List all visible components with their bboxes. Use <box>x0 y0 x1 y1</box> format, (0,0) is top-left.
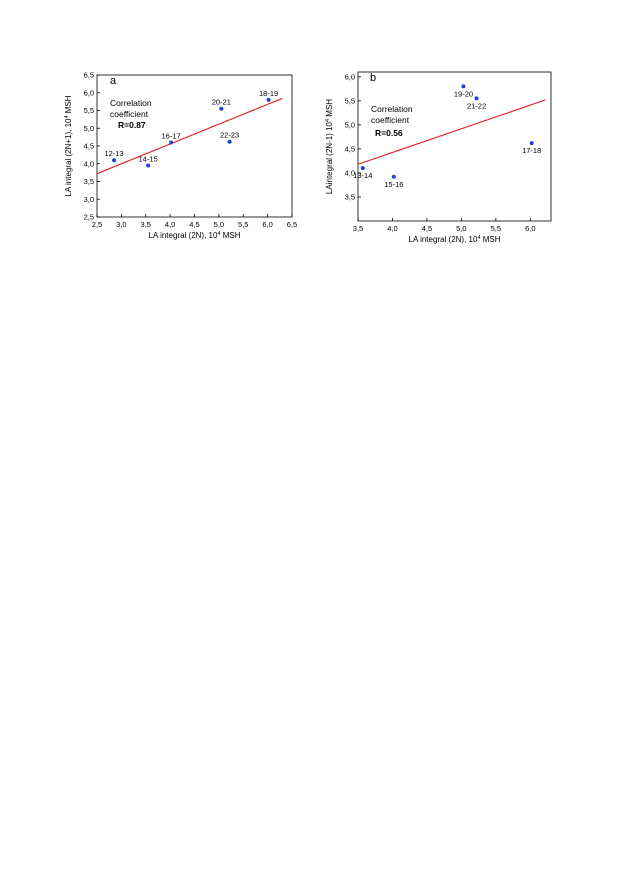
x-tick-label: 4,0 <box>165 220 175 229</box>
panel-label: b <box>370 72 376 84</box>
x-tick-label: 6,0 <box>525 224 535 233</box>
panel-label: a <box>110 75 117 87</box>
point-label: 15-16 <box>384 180 403 189</box>
data-point <box>461 84 466 89</box>
point-label: 19-20 <box>454 89 473 98</box>
point-label: 20-21 <box>212 98 231 107</box>
y-tick-label: 6,0 <box>84 88 94 97</box>
x-tick-label: 3,5 <box>353 224 363 233</box>
data-point <box>146 163 151 168</box>
x-tick-label: 4,5 <box>422 224 432 233</box>
plot-frame <box>357 71 552 222</box>
data-point <box>360 166 365 171</box>
x-tick-label: 5,0 <box>214 220 224 229</box>
x-tick-label: 4,0 <box>387 224 397 233</box>
x-axis-label: LA integral (2N), 104 MSH <box>409 235 501 244</box>
chart-panel-a: 2,5 3,0 3,5 4,0 4,5 5,0 5,5 6,0 6,5 2,5 3,0 3,5 4,0 4… <box>64 71 297 241</box>
y-tick-label: 4,0 <box>345 168 355 177</box>
regression-line <box>357 99 546 165</box>
point-label: 16-17 <box>162 131 181 140</box>
y-tick-label: 5,0 <box>345 120 355 129</box>
point-label: 21-22 <box>467 101 486 110</box>
y-tick-label: 3,5 <box>345 192 355 201</box>
y-tick-label: 6,5 <box>84 71 94 80</box>
x-tick-label: 3,5 <box>141 220 151 229</box>
data-point <box>227 139 232 144</box>
correlation-value: R=0.87 <box>118 120 146 130</box>
data-point <box>112 158 117 163</box>
x-tick-label: 5,0 <box>456 224 466 233</box>
point-label: 13-14 <box>353 171 372 180</box>
x-axis-label: LA integral (2N), 104 MSH <box>149 231 241 240</box>
annotation-line-2: coefficient <box>110 109 149 119</box>
x-tick-label: 5,5 <box>491 224 501 233</box>
annotation-line-1: Correlation <box>371 104 413 114</box>
correlation-value: R=0.56 <box>375 128 403 138</box>
data-point <box>529 141 534 146</box>
y-axis-label: LA integral (2N+1), 104 MSH <box>64 95 73 196</box>
data-point <box>266 97 271 102</box>
annotation-line-1: Correlation <box>110 98 152 108</box>
y-tick-label: 3,5 <box>84 177 94 186</box>
annotation-line-2: coefficient <box>371 115 410 125</box>
point-label: 17-18 <box>522 146 541 155</box>
y-tick-label: 4,0 <box>84 159 94 168</box>
y-tick-label: 5,0 <box>84 124 94 133</box>
x-tick-label: 6,5 <box>287 220 297 229</box>
x-tick-label: 3,0 <box>116 220 126 229</box>
y-tick-label: 3,0 <box>84 195 94 204</box>
data-point <box>474 96 479 101</box>
y-tick-label: 5,5 <box>345 96 355 105</box>
point-label: 18-19 <box>259 89 278 98</box>
x-tick-label: 2,5 <box>92 220 102 229</box>
point-label: 14-15 <box>139 155 158 164</box>
regression-line <box>96 97 283 175</box>
y-tick-label: 4,5 <box>345 144 355 153</box>
data-point <box>169 140 174 145</box>
point-label: 22-23 <box>220 131 239 140</box>
data-point <box>391 174 396 179</box>
data-point <box>219 106 224 111</box>
x-tick-label: 6,0 <box>262 220 272 229</box>
x-tick-label: 5,5 <box>238 220 248 229</box>
y-axis-label: LAintegral (2N-1) 104 MSH <box>325 99 334 194</box>
y-tick-label: 2,5 <box>84 213 94 222</box>
point-label: 12-13 <box>104 149 123 158</box>
x-tick-label: 4,5 <box>189 220 199 229</box>
y-tick-label: 5,5 <box>84 106 94 115</box>
y-tick-label: 4,5 <box>84 142 94 151</box>
y-tick-label: 6,0 <box>345 72 355 81</box>
chart-panel-b: 3,5 4,0 4,5 5,0 5,5 6,0 3,5 4,0 4,5 5,0 5,5 6,0 LA i… <box>325 71 552 244</box>
